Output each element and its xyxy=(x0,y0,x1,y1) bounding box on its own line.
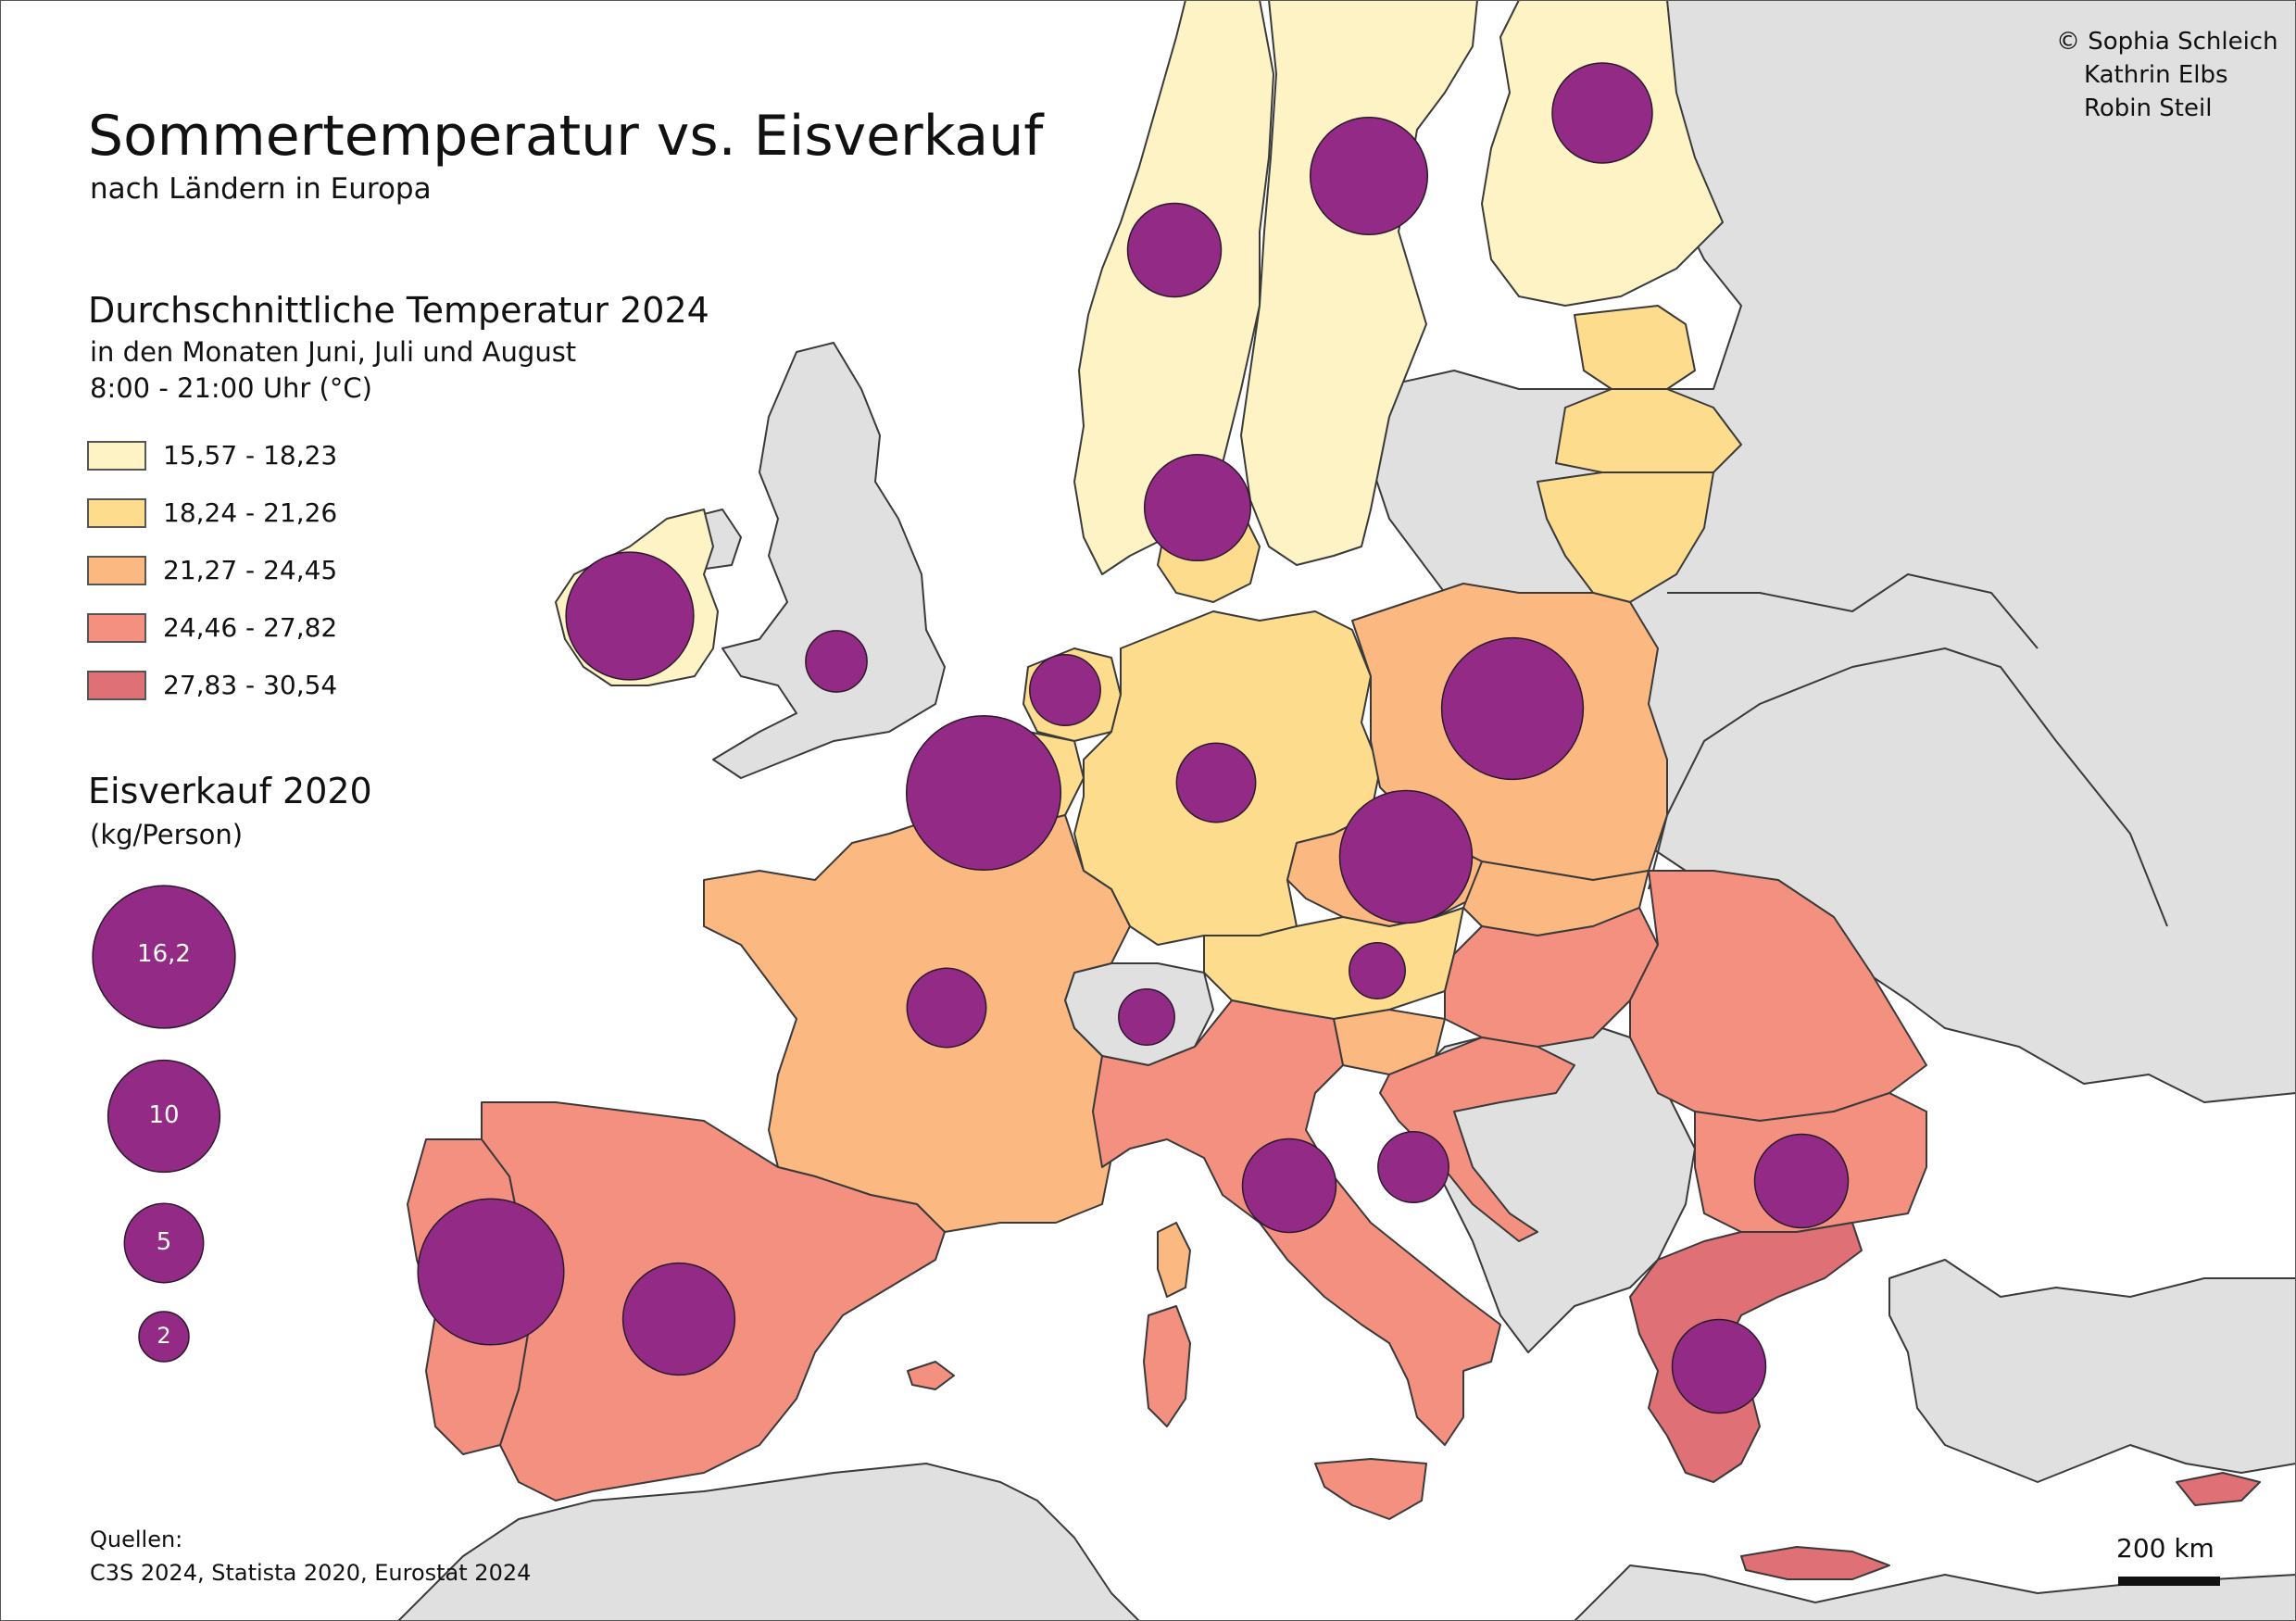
temperature-class-label: 15,57 - 18,23 xyxy=(163,440,338,471)
ice-symbol-belgium xyxy=(905,714,1062,872)
ice-symbol-portugal xyxy=(417,1198,565,1346)
estonia xyxy=(1574,305,1696,390)
crete xyxy=(1740,1546,1890,1580)
ice-symbol-denmark xyxy=(1143,453,1252,562)
latvia xyxy=(1555,388,1742,473)
balearic-islands xyxy=(907,1361,955,1390)
credit-line-2: Kathrin Elbs xyxy=(2084,61,2228,89)
temperature-class-swatch xyxy=(87,441,146,471)
turkey-no-data xyxy=(1888,1259,2296,1483)
ice-legend-sub: (kg/Person) xyxy=(90,819,244,850)
ice-symbol-sweden xyxy=(1309,116,1429,236)
temperature-class-label: 24,46 - 27,82 xyxy=(163,612,338,643)
ice-symbol-norway xyxy=(1126,202,1223,298)
ice-symbol-greece xyxy=(1671,1318,1767,1414)
ice-symbol-switzerland xyxy=(1118,988,1175,1046)
temperature-legend-title: Durchschnittliche Temperatur 2024 xyxy=(88,290,709,331)
lithuania xyxy=(1537,471,1714,603)
temperature-class-label: 18,24 - 21,26 xyxy=(163,497,338,528)
ice-legend-value: 10 xyxy=(148,1101,180,1129)
ice-legend-title: Eisverkauf 2020 xyxy=(88,771,372,811)
map-subtitle: nach Ländern in Europa xyxy=(90,172,432,206)
temperature-class-swatch xyxy=(87,613,146,643)
ice-legend-circle xyxy=(138,1311,190,1363)
map-title: Sommertemperatur vs. Eisverkauf xyxy=(88,104,1044,169)
sweden xyxy=(1240,0,1478,566)
temperature-class-swatch xyxy=(87,556,146,585)
ice-symbol-czechia xyxy=(1338,789,1474,924)
temperature-legend-sub2: 8:00 - 21:00 Uhr (°C) xyxy=(90,372,372,404)
ice-legend-value: 16,2 xyxy=(137,940,191,968)
sicily xyxy=(1314,1458,1427,1520)
ice-legend-circle xyxy=(107,1059,221,1174)
ice-symbol-ireland xyxy=(565,551,695,681)
ice-symbol-croatia xyxy=(1377,1131,1449,1203)
ice-legend-value: 2 xyxy=(157,1323,171,1349)
ice-symbol-finland xyxy=(1551,62,1653,164)
sources-text: C3S 2024, Statista 2020, Eurostat 2024 xyxy=(90,1560,532,1586)
scalebar-label: 200 km xyxy=(2116,1533,2214,1564)
sardinia xyxy=(1143,1305,1191,1427)
belarus-border-line xyxy=(1667,573,2039,649)
ice-symbol-france xyxy=(906,967,987,1049)
credit-line-3: Robin Steil xyxy=(2084,94,2213,122)
ice-symbol-italy xyxy=(1241,1137,1337,1234)
ice-symbol-poland xyxy=(1440,636,1585,781)
libya-egypt-no-data xyxy=(1574,1564,2296,1621)
temperature-class-swatch xyxy=(87,498,146,528)
scalebar-bar xyxy=(2118,1577,2220,1586)
temperature-class-label: 21,27 - 24,45 xyxy=(163,555,338,585)
ice-symbol-bulgaria xyxy=(1753,1133,1850,1229)
ice-legend-value: 5 xyxy=(156,1228,172,1256)
ice-symbol-uk xyxy=(805,630,868,693)
ice-legend-circle xyxy=(123,1202,205,1284)
ice-symbol-spain xyxy=(621,1262,736,1376)
temperature-class-label: 27,83 - 30,54 xyxy=(163,670,338,700)
north-africa-no-data xyxy=(397,1463,1140,1621)
ice-symbol-germany xyxy=(1175,742,1257,823)
temperature-class-swatch xyxy=(87,671,146,700)
cyprus xyxy=(2176,1472,2261,1506)
sources-label: Quellen: xyxy=(90,1527,183,1552)
ice-legend-circle xyxy=(92,885,236,1029)
great-britain-no-data xyxy=(712,342,946,779)
ukraine-border-line xyxy=(1648,647,2168,927)
temperature-legend-sub1: in den Monaten Juni, Juli und August xyxy=(90,336,577,368)
credit-line-1: © Sophia Schleich xyxy=(2056,28,2278,56)
corsica xyxy=(1157,1222,1191,1298)
ice-symbol-austria xyxy=(1349,942,1406,999)
ice-symbol-netherlands xyxy=(1029,654,1101,726)
